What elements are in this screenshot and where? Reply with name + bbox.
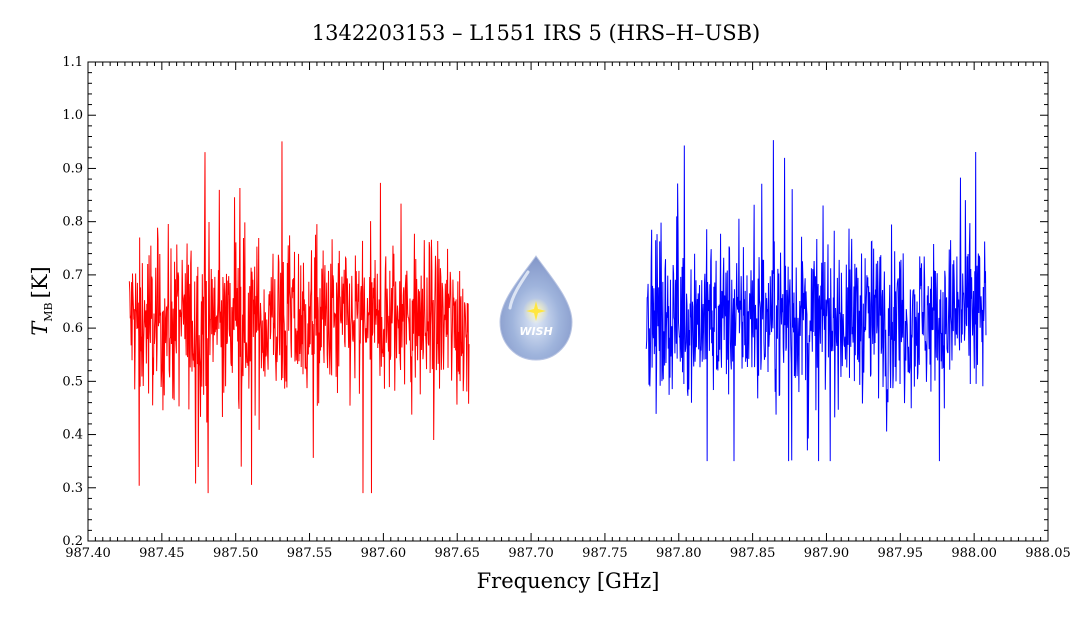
x-axis-ticks: 987.40 987.45 987.50 987.55 987.60 987.65 987.… bbox=[65, 62, 1071, 561]
x-tick-label: 987.85 bbox=[730, 546, 776, 561]
y-tick-label: 0.3 bbox=[62, 481, 83, 496]
x-tick-label: 987.80 bbox=[656, 546, 702, 561]
y-axis-label-unit: [K] bbox=[28, 266, 52, 298]
y-tick-label: 0.6 bbox=[62, 321, 83, 336]
x-tick-label: 987.65 bbox=[434, 546, 480, 561]
chart-title: 1342203153 – L1551 IRS 5 (HRS–H–USB) bbox=[312, 21, 760, 45]
x-axis-label: Frequency [GHz] bbox=[477, 569, 660, 593]
svg-text:TMB[K]: TMB [K] bbox=[28, 266, 55, 335]
y-tick-label: 0.7 bbox=[62, 268, 83, 283]
x-tick-label: 987.45 bbox=[139, 546, 185, 561]
y-axis-ticks: 0.2 0.3 0.4 0.5 0.6 0.7 0.8 0.9 1.0 1.1 bbox=[62, 55, 1048, 549]
wish-droplet-logo: WISH bbox=[499, 255, 573, 361]
spectrum-series-1 bbox=[128, 141, 470, 494]
x-tick-label: 987.75 bbox=[582, 546, 628, 561]
y-axis-label-main: T bbox=[28, 320, 52, 336]
y-tick-label: 1.0 bbox=[62, 108, 83, 123]
x-tick-label: 987.70 bbox=[508, 546, 554, 561]
x-tick-label: 987.95 bbox=[878, 546, 924, 561]
y-tick-label: 1.1 bbox=[62, 55, 83, 70]
y-tick-label: 0.4 bbox=[62, 428, 83, 443]
x-tick-label: 987.60 bbox=[361, 546, 407, 561]
x-tick-label: 988.00 bbox=[951, 546, 997, 561]
y-axis-label: TMB [K] bbox=[28, 266, 55, 335]
series-layer bbox=[128, 140, 987, 494]
y-tick-label: 0.5 bbox=[62, 374, 83, 389]
x-tick-label: 987.50 bbox=[213, 546, 259, 561]
x-tick-label: 988.05 bbox=[1025, 546, 1071, 561]
y-tick-label: 0.9 bbox=[62, 161, 83, 176]
y-tick-label: 0.2 bbox=[62, 534, 83, 549]
x-tick-label: 987.55 bbox=[287, 546, 333, 561]
x-tick-label: 987.40 bbox=[65, 546, 111, 561]
spectrum-series-2 bbox=[645, 140, 987, 462]
y-tick-label: 0.8 bbox=[62, 215, 83, 230]
y-axis-label-sub: MB bbox=[42, 302, 55, 321]
x-tick-label: 987.90 bbox=[804, 546, 850, 561]
wish-logo-text: WISH bbox=[519, 325, 552, 338]
